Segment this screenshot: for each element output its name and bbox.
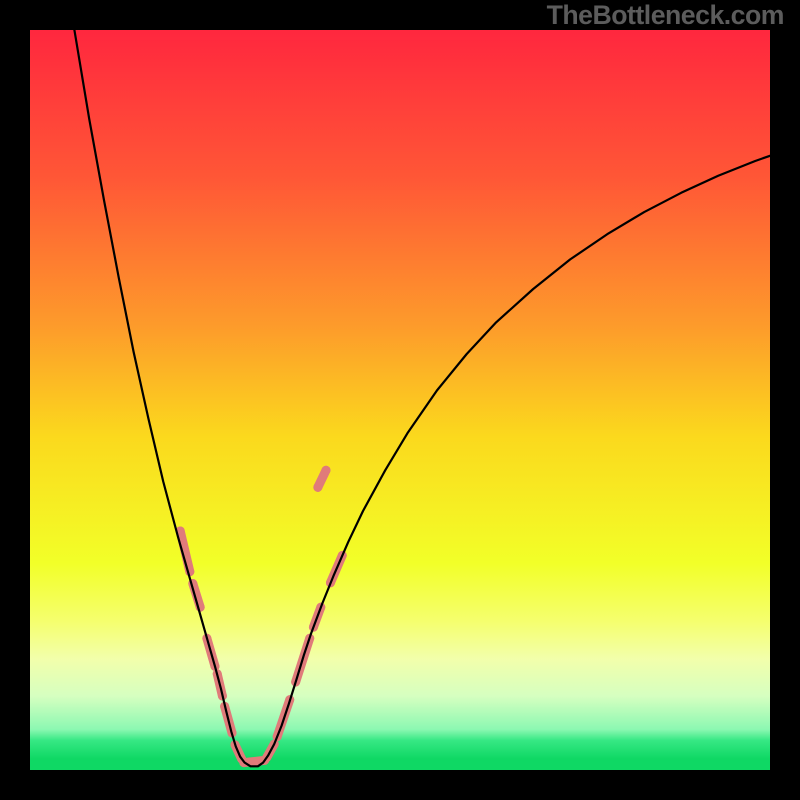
bottleneck-chart: TheBottleneck.com	[0, 0, 800, 800]
marker-cap	[313, 483, 322, 492]
marker-cap	[322, 466, 331, 475]
chart-svg	[0, 0, 800, 800]
plot-area	[30, 30, 770, 770]
watermark-text: TheBottleneck.com	[547, 0, 784, 31]
